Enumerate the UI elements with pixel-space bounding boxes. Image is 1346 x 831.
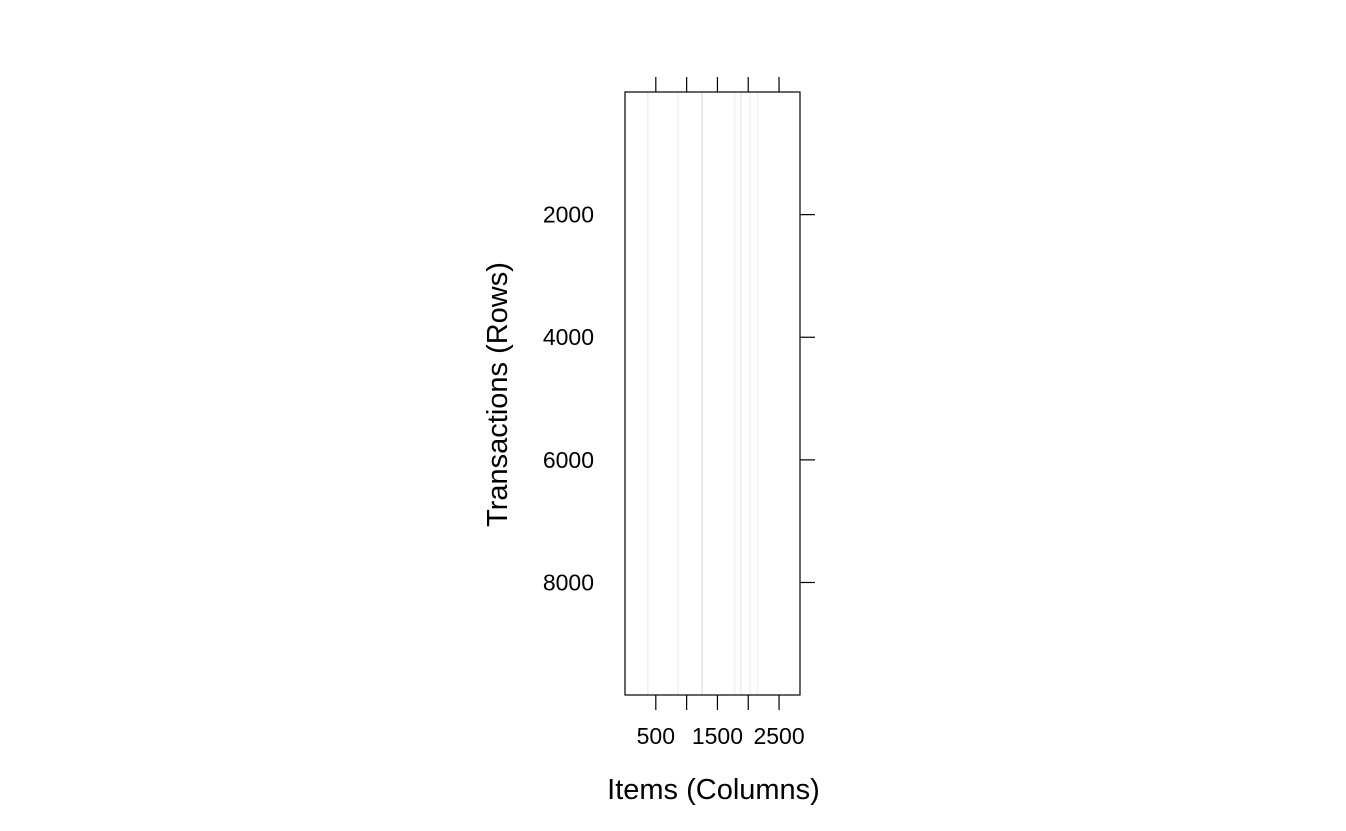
density-stripe-2 xyxy=(701,92,703,695)
y-tick-label-1: 4000 xyxy=(543,324,594,350)
density-stripe-5 xyxy=(749,92,751,695)
y-axis-label: Transactions (Rows) xyxy=(482,262,514,527)
y-axis-ticks: 2000 4000 6000 8000 xyxy=(543,202,815,595)
density-stripes xyxy=(646,92,759,695)
x-tick-label-1: 1500 xyxy=(692,723,743,749)
density-stripe-6 xyxy=(756,92,759,695)
density-stripe-0 xyxy=(646,92,649,695)
x-tick-label-2: 2500 xyxy=(753,723,804,749)
y-tick-label-2: 6000 xyxy=(543,447,594,473)
x-axis-ticks: 500 1500 2500 xyxy=(637,77,805,749)
y-tick-label-3: 8000 xyxy=(543,569,594,595)
density-stripe-1 xyxy=(677,92,679,695)
density-stripe-4 xyxy=(740,92,742,695)
x-axis-label: Items (Columns) xyxy=(607,774,820,806)
y-tick-label-0: 2000 xyxy=(543,202,594,228)
density-stripe-3 xyxy=(733,92,736,695)
plot-frame xyxy=(624,91,801,696)
x-tick-label-0: 500 xyxy=(637,723,675,749)
